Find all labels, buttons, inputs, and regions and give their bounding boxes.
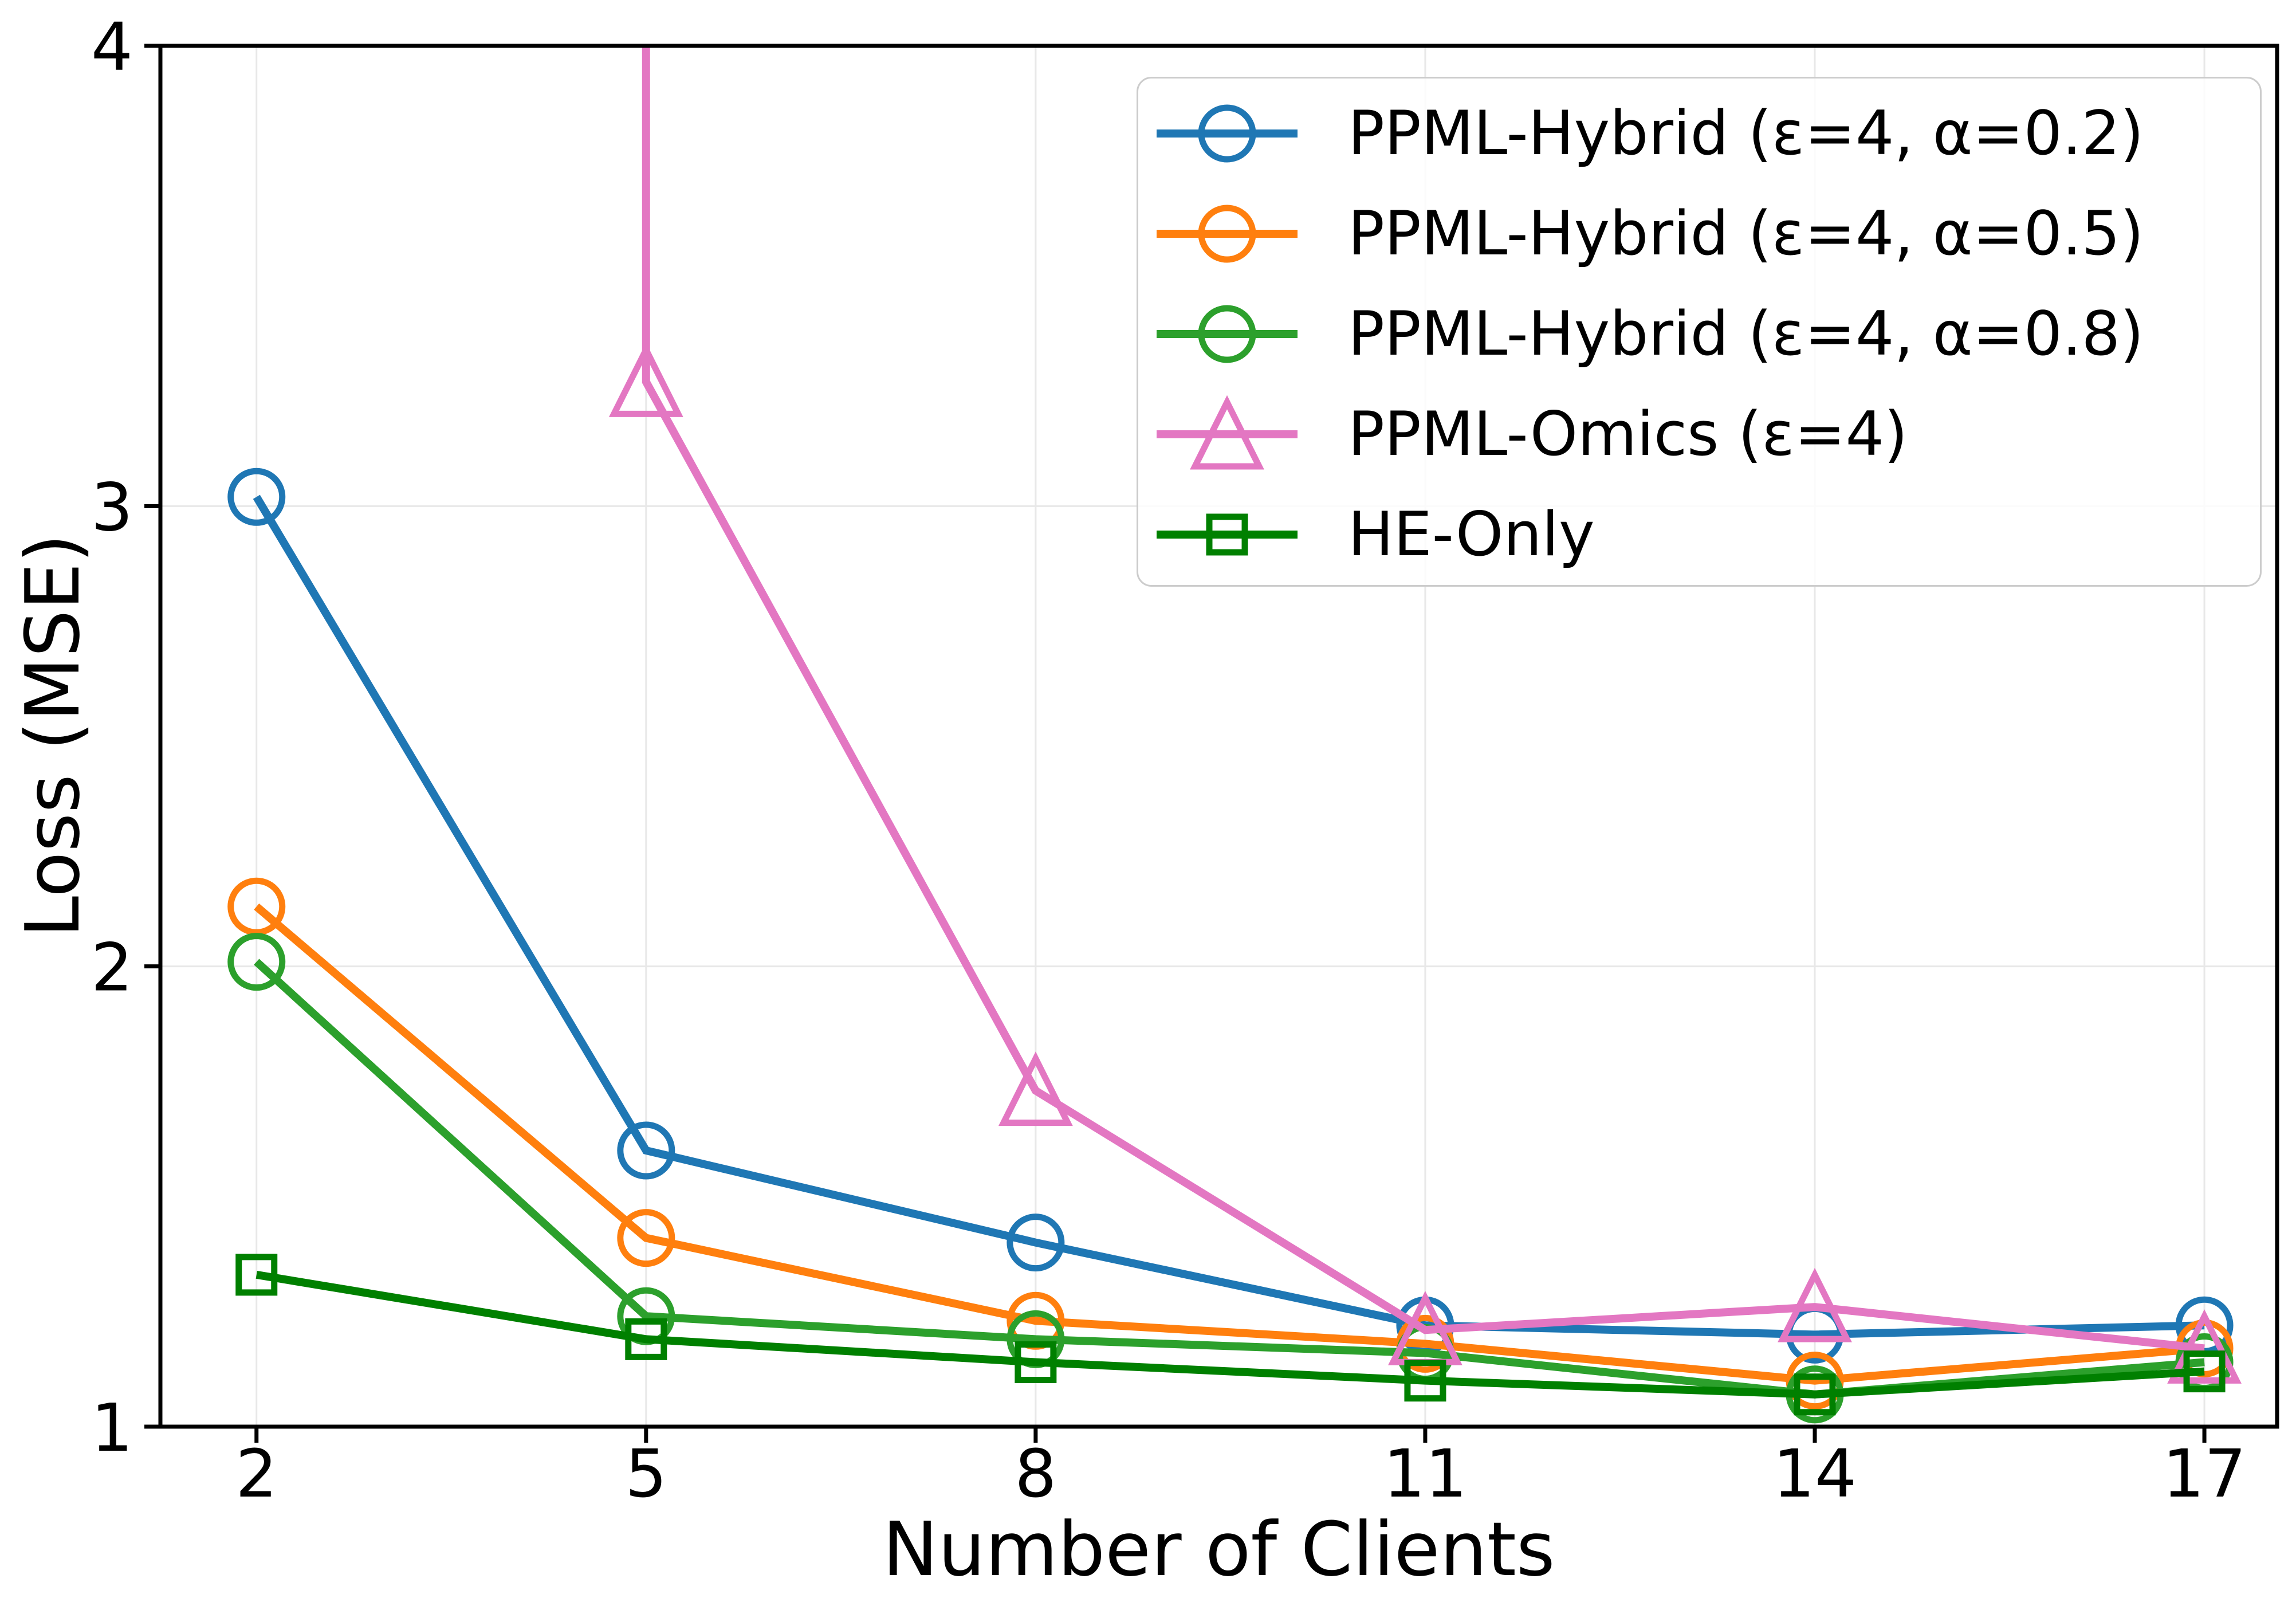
square-marker: [1206, 513, 1248, 555]
axes-spines: [158, 44, 2279, 1429]
series-line-1: [254, 903, 2205, 1385]
y-tick-label: 1: [91, 1390, 133, 1467]
legend-sample-circle-icon: [1157, 305, 1298, 363]
y-tick-label: 2: [91, 930, 133, 1007]
legend-item-3: PPML-Omics (ε=4): [1155, 384, 2260, 484]
circle-marker: [227, 468, 286, 526]
x-tick-label: 2: [235, 1436, 277, 1513]
series-line-3: [642, 46, 2205, 1353]
square-marker: [1794, 1373, 1836, 1416]
x-tick-label: 11: [1383, 1436, 1467, 1513]
x-tick-label: 17: [2163, 1436, 2246, 1513]
circle-marker: [1198, 205, 1256, 262]
y-tick-label: 4: [91, 9, 133, 86]
circle-marker: [227, 877, 286, 936]
y-axis-title: Loss (MSE): [9, 533, 96, 938]
triangle-marker: [608, 343, 683, 417]
circle-marker: [1007, 1214, 1065, 1272]
legend-item-label: PPML-Omics (ε=4): [1348, 399, 1908, 469]
square-marker: [1015, 1341, 1057, 1384]
legend-item-1: PPML-Hybrid (ε=4, α=0.5): [1155, 183, 2260, 284]
legend-item-label: HE-Only: [1348, 499, 1595, 570]
triangle-marker: [1190, 395, 1264, 469]
series-layer: [227, 46, 2242, 1424]
circle-marker: [617, 1121, 675, 1180]
circle-marker: [1198, 305, 1256, 363]
legend-sample-circle-icon: [1157, 205, 1298, 262]
legend-item-2: PPML-Hybrid (ε=4, α=0.8): [1155, 284, 2260, 384]
series-line-4: [255, 1270, 2205, 1399]
square-marker: [625, 1318, 667, 1360]
square-marker: [1404, 1360, 1446, 1402]
triangle-marker: [2167, 1309, 2242, 1384]
legend-item-label: PPML-Hybrid (ε=4, α=0.2): [1348, 98, 2144, 168]
x-tick-label: 8: [1015, 1436, 1056, 1513]
legend-sample-square-icon: [1157, 513, 1298, 555]
x-tick-label: 14: [1773, 1436, 1857, 1513]
legend-item-label: PPML-Hybrid (ε=4, α=0.5): [1348, 198, 2144, 269]
series-line-0: [253, 494, 2205, 1339]
triangle-marker: [998, 1051, 1073, 1126]
triangle-marker: [1778, 1267, 1852, 1342]
square-marker: [235, 1254, 278, 1296]
legend-item-4: HE-Only: [1155, 484, 2260, 584]
square-marker: [2183, 1350, 2226, 1393]
y-tick-label: 3: [91, 469, 133, 546]
x-axis-title: Number of Clients: [882, 1506, 1555, 1593]
legend: PPML-Hybrid (ε=4, α=0.2) PPML-Hybrid (ε=4…: [1137, 77, 2262, 587]
circle-marker: [227, 933, 286, 991]
x-tick-label: 5: [625, 1436, 667, 1513]
legend-item-0: PPML-Hybrid (ε=4, α=0.2): [1155, 83, 2260, 183]
circle-marker: [1198, 104, 1256, 162]
circle-marker: [617, 1209, 675, 1267]
legend-item-label: PPML-Hybrid (ε=4, α=0.8): [1348, 299, 2144, 369]
legend-sample-triangle-icon: [1157, 395, 1298, 469]
circle-marker: [1786, 1352, 1844, 1410]
legend-sample-circle-icon: [1157, 104, 1298, 162]
